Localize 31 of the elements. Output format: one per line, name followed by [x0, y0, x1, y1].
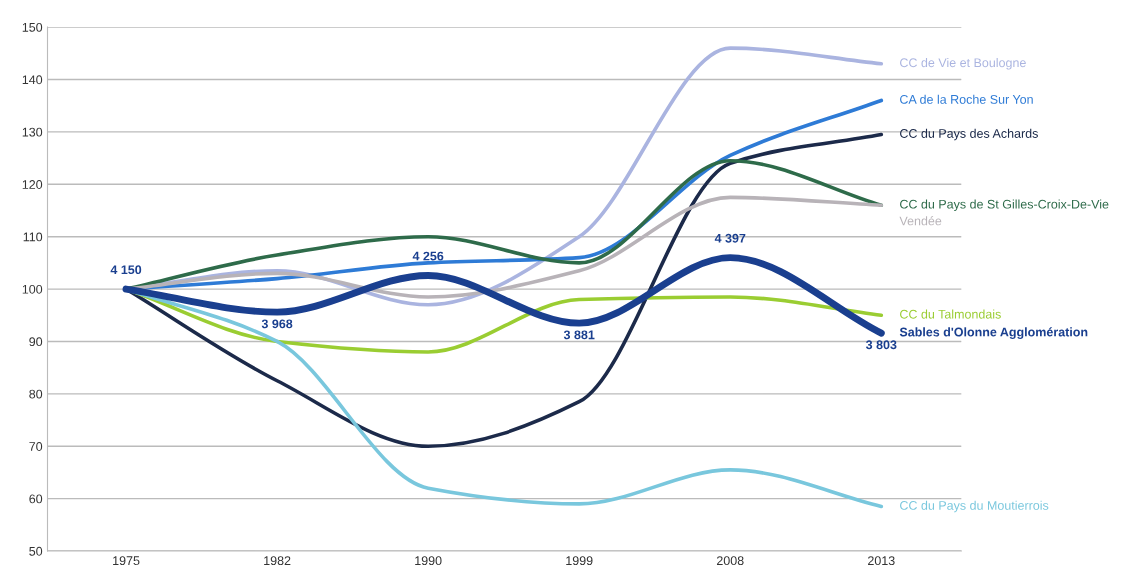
- x-tick-label: 2008: [716, 556, 744, 566]
- series-label: CC du Pays du Moutierrois: [900, 500, 1049, 513]
- annotation: 4 150: [110, 265, 142, 275]
- y-tick-label: 130: [22, 127, 43, 137]
- y-tick-label: 150: [22, 22, 43, 32]
- y-tick-label: 120: [22, 180, 43, 189]
- x-tick-label: 1999: [566, 556, 593, 566]
- y-tick-label: 140: [22, 75, 43, 85]
- series-label: CA de la Roche Sur Yon: [900, 94, 1033, 104]
- x-tick-label: 2013: [868, 556, 895, 566]
- y-tick-label: 90: [29, 337, 43, 347]
- series-label: Sables d'Olonne Agglomération: [899, 327, 1088, 339]
- annotation: 4 256: [412, 251, 444, 261]
- y-tick-label: 60: [29, 494, 43, 504]
- x-tick-label: 1975: [113, 556, 140, 566]
- series-label: CC du Pays de St Gilles-Croix-De-Vie: [900, 199, 1109, 212]
- annotation: 4 397: [714, 233, 746, 243]
- annotation: 3 803: [865, 340, 897, 350]
- series-label: Vendée: [899, 216, 942, 226]
- series-label: CC de Vie et Boulogne: [900, 57, 1026, 70]
- y-tick-label: 80: [29, 389, 43, 399]
- y-tick-label: 50: [29, 546, 43, 556]
- y-tick-label: 70: [29, 442, 43, 451]
- x-tick-label: 1990: [415, 556, 442, 566]
- annotation: 3 968: [261, 319, 293, 329]
- series-label: CC du Talmondais: [900, 309, 1001, 319]
- y-tick-label: 100: [22, 284, 43, 294]
- x-tick-label: 1982: [264, 556, 291, 566]
- annotation: 3 881: [563, 330, 595, 340]
- series-label: CC du Pays des Achards: [900, 128, 1038, 141]
- y-tick-label: 110: [23, 232, 43, 242]
